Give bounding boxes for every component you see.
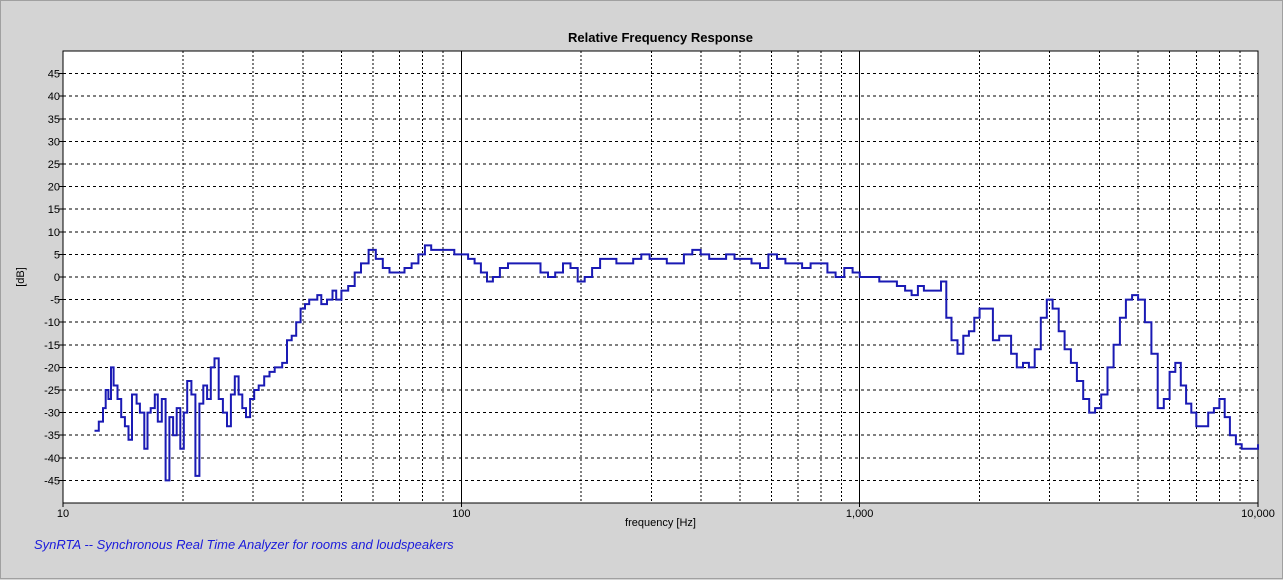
y-tick-label: -25 [44,385,60,397]
y-tick-label: 15 [48,204,60,216]
y-tick-label: 35 [48,114,60,126]
x-tick-label: 10 [57,508,69,520]
x-tick-label: 1,000 [846,508,874,520]
series-layer [94,244,1259,482]
y-axis-label: [dB] [15,267,27,287]
y-tick-label: -35 [44,430,60,442]
y-tick-label: -30 [44,408,60,420]
y-tick-label: -5 [50,295,60,307]
y-tick-label: 40 [48,91,60,103]
y-tick-label: 10 [48,227,60,239]
tick-labels: 45 40 35 30 25 20 15 10 5 0 -5 -10 -15 -20 -25 -30 -35 -4… [44,69,1275,520]
y-tick-label: -20 [44,362,60,374]
y-tick-label: 25 [48,159,60,171]
x-axis-label: frequency [Hz] [625,517,696,529]
y-tick-label: 0 [54,272,60,284]
y-tick-label: 5 [54,249,60,261]
y-tick-label: 30 [48,136,60,148]
y-tick-label: 20 [48,182,60,194]
x-tick-label: 100 [452,508,470,520]
y-tick-label: -10 [44,317,60,329]
chart-title: Relative Frequency Response [568,30,753,45]
y-tick-label: -40 [44,453,60,465]
footer-caption: SynRTA -- Synchronous Real Time Analyzer… [34,537,454,552]
y-tick-label: 45 [48,69,60,81]
series-line [94,244,1259,482]
grid [59,51,1259,507]
y-tick-label: -15 [44,340,60,352]
x-tick-label: 10,000 [1241,508,1275,520]
y-tick-label: -45 [44,475,60,487]
